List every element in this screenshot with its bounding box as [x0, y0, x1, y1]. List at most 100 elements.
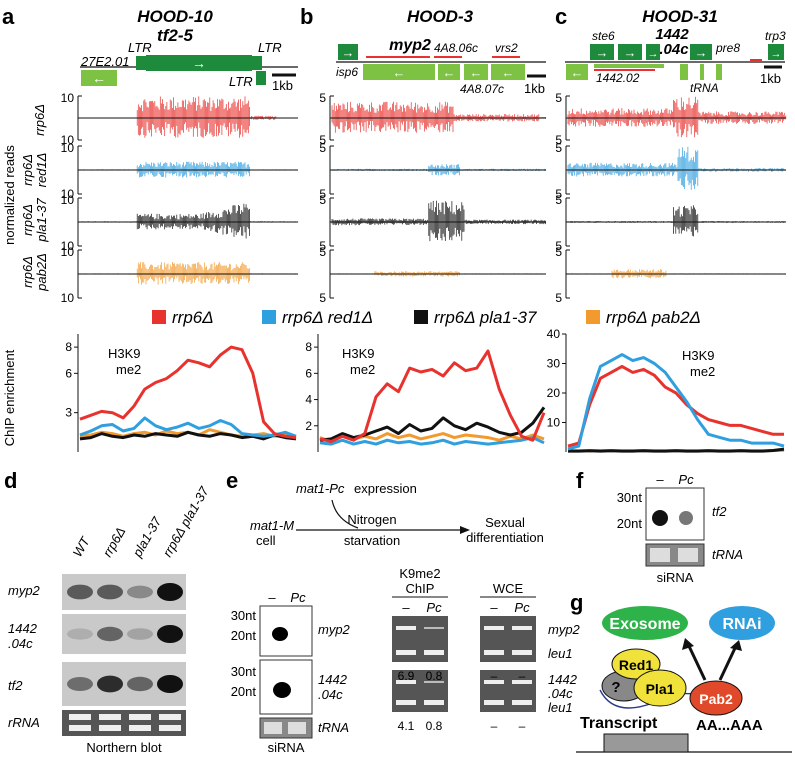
pla1-ellipse [633, 669, 687, 707]
track-c-row-1: 55 [555, 91, 787, 147]
chip-ytick-label: 8 [65, 340, 72, 354]
vrs2-arrow: ← [502, 65, 515, 80]
isp6-arrow: → [342, 45, 355, 60]
chip-series-3 [568, 447, 785, 453]
track-a-row-1: 10 10 [61, 91, 299, 147]
track-tick-top: 5 [319, 193, 326, 207]
track-tick-bottom: 10 [61, 291, 75, 305]
ltr-label-1: LTR [128, 40, 152, 55]
chip-minus: – [402, 600, 410, 615]
gene-c3-arrow: → [648, 48, 659, 60]
sirna-f-band-pc [679, 511, 693, 525]
track-signal [331, 200, 546, 242]
sirna-blot-f: – Pc 30nt 20nt tf2 tRNA siRNA [617, 472, 743, 585]
chip-val-1a: 6.9 [398, 669, 415, 683]
mat1-pc-label: mat1-Pc [296, 481, 345, 496]
blot-label-rrna: rRNA [8, 715, 40, 730]
chip-series-2 [567, 353, 785, 451]
1442-title: 1442 [655, 26, 689, 43]
track-a-row-2: 10 10 [61, 141, 299, 201]
sirna-e-band-myp2 [272, 627, 288, 641]
wce-minus: – [490, 600, 498, 615]
27e2-label: 27E2.01 [80, 54, 129, 69]
red1-label: Red1 [619, 657, 653, 673]
track-tick-bottom: 5 [555, 187, 562, 201]
blot-band [67, 628, 93, 640]
track-tick-top: 5 [555, 245, 562, 259]
legend-swatch-rrp6 [152, 310, 166, 324]
track-tick-bottom: 10 [61, 187, 75, 201]
panel-letter-d: d [4, 468, 17, 493]
track-a-row-3: 10 10 [61, 193, 299, 253]
blot-label-1442: 1442 [8, 621, 38, 636]
panel-letter-c: c [555, 4, 567, 29]
lane-label-rrp6: rrp6Δ [100, 524, 129, 559]
unknown-label: ? [611, 679, 620, 696]
track-signal [79, 96, 299, 138]
chip-leu1-1: leu1 [548, 646, 573, 661]
chip-val-2b: 0.8 [426, 719, 443, 733]
blot-band [127, 628, 153, 640]
sirna-f-tf2: tf2 [712, 504, 727, 519]
gene-map-c: HOOD-31 1442 .04c ste6 → → → → pre8 trp3… [565, 7, 786, 95]
pab2-label: Pab2 [699, 691, 733, 707]
chip-ytick-label: 20 [547, 386, 561, 400]
wce-val-2a: – [491, 719, 498, 733]
legend: rrp6Δ rrp6Δ red1Δ rrp6Δ pla1-37 rrp6Δ pa… [152, 308, 701, 327]
lane-label-rrp6-pla1: rrp6Δ pla1-37 [160, 483, 213, 559]
sirna-f-trna-band-1 [650, 548, 670, 562]
track-tick-top: 10 [61, 91, 75, 105]
tf2-5-gene-box [146, 55, 252, 71]
blot-band [157, 675, 183, 693]
row-label-2-l1: rrp6Δ [20, 154, 35, 186]
rrna-band-upper [159, 714, 181, 720]
chip-series-1 [319, 349, 546, 443]
rrna-band-lower [159, 725, 181, 731]
legend-label-rrp6: rrp6Δ [172, 308, 214, 327]
track-signal [79, 203, 299, 239]
sirna-e-1442: 1442 [318, 672, 348, 687]
chip-ytick-label: 6 [305, 366, 312, 380]
lane-label-wt: WT [70, 534, 94, 560]
track-tick-top: 10 [61, 141, 75, 155]
row-label-3-l2: pla1-37 [34, 198, 49, 243]
rrna-band-lower [129, 725, 151, 731]
trp3-box [768, 44, 784, 60]
track-tick-bottom: 10 [61, 133, 75, 147]
starvation-label: starvation [344, 533, 400, 548]
chip-title-1: K9me2 [399, 566, 440, 581]
sirna-e-caption: siRNA [268, 740, 305, 755]
panel-letter-e: e [226, 468, 238, 493]
tf2-5-label: tf2-5 [157, 26, 193, 45]
tf2-5-arrow: → [192, 55, 206, 71]
1442-02-label: 1442.02 [596, 71, 640, 85]
ste6-label: ste6 [592, 29, 615, 43]
rnai-ellipse [709, 606, 775, 640]
isp6-label: isp6 [336, 65, 358, 79]
track-signal [331, 101, 546, 133]
wce-gel-1 [480, 616, 536, 662]
track-tick-top: 5 [555, 91, 562, 105]
sirna-e-minus: – [268, 590, 276, 605]
blot-band [67, 677, 93, 691]
sirna-e-04c: .04c [318, 687, 343, 702]
hood3-title: HOOD-3 [407, 7, 474, 26]
wce-gel-2 [480, 670, 536, 712]
panel-letter-b: b [300, 4, 313, 29]
4a8-06c-label: 4A8.06c [434, 41, 478, 55]
sirna-f-caption: siRNA [657, 570, 694, 585]
gene-c2-box [618, 44, 642, 60]
expression-label: expression [354, 481, 417, 496]
ltr-box-left [136, 56, 146, 70]
rrna-band-upper [129, 714, 151, 720]
chip-ytick-label: 6 [65, 366, 72, 380]
wce-pc: Pc [514, 600, 530, 615]
scale-bar-b: 1kb [524, 81, 545, 96]
track-tick-top: 10 [61, 193, 75, 207]
sirna-f-pc: Pc [678, 472, 694, 487]
blot-band [67, 584, 93, 600]
gene-c2-arrow: → [624, 45, 637, 60]
sirna-e-trna-band-2 [288, 722, 306, 734]
